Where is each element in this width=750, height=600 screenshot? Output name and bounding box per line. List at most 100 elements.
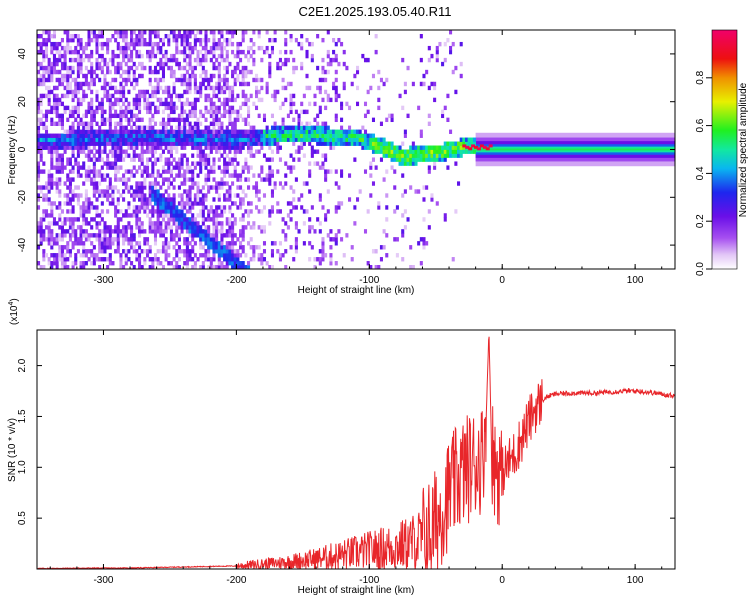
heatmap-cell bbox=[58, 189, 62, 194]
heatmap-cell bbox=[140, 141, 144, 146]
heatmap-cell bbox=[100, 105, 104, 111]
heatmap-cell bbox=[153, 193, 158, 198]
heatmap-cell bbox=[156, 45, 160, 51]
heatmap-cell bbox=[425, 69, 429, 75]
heatmap-cell bbox=[209, 185, 213, 190]
heatmap-cell bbox=[177, 93, 181, 99]
heatmap-cell bbox=[74, 241, 78, 246]
heatmap-cell bbox=[457, 149, 461, 154]
heatmap-cell bbox=[185, 221, 189, 226]
heatmap-cell bbox=[167, 129, 171, 134]
heatmap-cell bbox=[215, 109, 219, 115]
heatmap-cell bbox=[363, 57, 368, 63]
heatmap-cell bbox=[119, 157, 123, 162]
heatmap-cell bbox=[169, 105, 173, 111]
heatmap-cell bbox=[207, 81, 211, 87]
heatmap-cell bbox=[44, 253, 49, 258]
heatmap-cell bbox=[382, 145, 386, 150]
heatmap-cell bbox=[82, 229, 86, 234]
heatmap-cell bbox=[47, 177, 51, 182]
heatmap-cell bbox=[87, 153, 91, 158]
heatmap-cell bbox=[196, 117, 200, 123]
heatmap-cell bbox=[241, 229, 245, 234]
heatmap-cell bbox=[66, 177, 70, 182]
heatmap-cell bbox=[180, 205, 184, 210]
heatmap-cell bbox=[236, 205, 240, 210]
heatmap-cell bbox=[153, 137, 158, 142]
heatmap-cell bbox=[90, 249, 94, 254]
heatmap-cell bbox=[42, 237, 46, 242]
heatmap-cell bbox=[207, 189, 211, 194]
heatmap-cell bbox=[212, 113, 216, 119]
heatmap-cell bbox=[212, 129, 216, 134]
heatmap-cell bbox=[52, 137, 57, 142]
heatmap-cell bbox=[233, 261, 237, 266]
heatmap-cell bbox=[324, 137, 328, 142]
spectrogram-xtick-label: -200 bbox=[226, 275, 246, 286]
heatmap-cell bbox=[47, 30, 51, 35]
heatmap-cell bbox=[217, 37, 221, 43]
heatmap-cell bbox=[191, 141, 195, 146]
heatmap-cell bbox=[217, 133, 221, 138]
heatmap-cell bbox=[153, 229, 158, 234]
heatmap-cell bbox=[419, 261, 423, 266]
heatmap-cell bbox=[300, 109, 304, 115]
heatmap-cell bbox=[140, 197, 144, 202]
heatmap-cell bbox=[161, 169, 165, 174]
heatmap-cell bbox=[356, 69, 360, 75]
heatmap-cell bbox=[122, 69, 126, 75]
heatmap-cell bbox=[207, 49, 211, 55]
heatmap-cell bbox=[74, 89, 78, 95]
heatmap-cell bbox=[39, 73, 43, 79]
heatmap-cell bbox=[42, 253, 46, 258]
heatmap-cell bbox=[167, 253, 171, 258]
heatmap-cell bbox=[401, 193, 405, 198]
heatmap-cell bbox=[84, 177, 88, 182]
heatmap-cell bbox=[393, 157, 397, 162]
heatmap-cell bbox=[42, 37, 46, 43]
heatmap-cell bbox=[223, 65, 227, 71]
heatmap-cell bbox=[90, 89, 94, 95]
heatmap-cell bbox=[66, 105, 70, 111]
heatmap-cell bbox=[326, 141, 330, 146]
heatmap-cell bbox=[161, 61, 165, 67]
heatmap-cell bbox=[217, 249, 221, 254]
heatmap-cell bbox=[135, 101, 139, 107]
heatmap-cell bbox=[103, 221, 107, 226]
heatmap-cell bbox=[47, 145, 51, 150]
heatmap-cell bbox=[108, 237, 112, 242]
heatmap-cell bbox=[74, 161, 78, 166]
heatmap-cell bbox=[167, 141, 171, 146]
heatmap-cell bbox=[124, 229, 128, 234]
heatmap-cell bbox=[52, 45, 57, 51]
heatmap-cell bbox=[247, 57, 251, 63]
heatmap-cell bbox=[124, 233, 128, 238]
heatmap-cell bbox=[217, 185, 221, 190]
heatmap-cell bbox=[60, 121, 64, 126]
heatmap-cell bbox=[193, 113, 197, 119]
heatmap-cell bbox=[356, 101, 360, 107]
heatmap-cell bbox=[161, 245, 165, 250]
heatmap-cell bbox=[316, 149, 320, 154]
heatmap-cell bbox=[212, 169, 216, 174]
heatmap-cell bbox=[329, 145, 333, 150]
heatmap-cell bbox=[148, 145, 152, 150]
heatmap-cell bbox=[50, 69, 54, 75]
heatmap-cell bbox=[151, 213, 155, 218]
heatmap-cell bbox=[265, 81, 269, 87]
heatmap-cell bbox=[164, 257, 168, 262]
heatmap-cell bbox=[297, 157, 301, 162]
heatmap-cell bbox=[188, 253, 192, 258]
heatmap-cell bbox=[148, 65, 152, 71]
heatmap-cell bbox=[172, 81, 176, 87]
heatmap-cell bbox=[52, 61, 57, 67]
heatmap-cell bbox=[268, 137, 272, 142]
heatmap-cell bbox=[212, 249, 216, 254]
heatmap-cell bbox=[254, 245, 259, 250]
heatmap-cell bbox=[138, 205, 142, 210]
heatmap-cell bbox=[37, 169, 41, 174]
heatmap-cell bbox=[382, 137, 386, 142]
heatmap-cell bbox=[58, 121, 62, 126]
heatmap-cell bbox=[92, 117, 96, 123]
heatmap-cell bbox=[446, 93, 450, 99]
